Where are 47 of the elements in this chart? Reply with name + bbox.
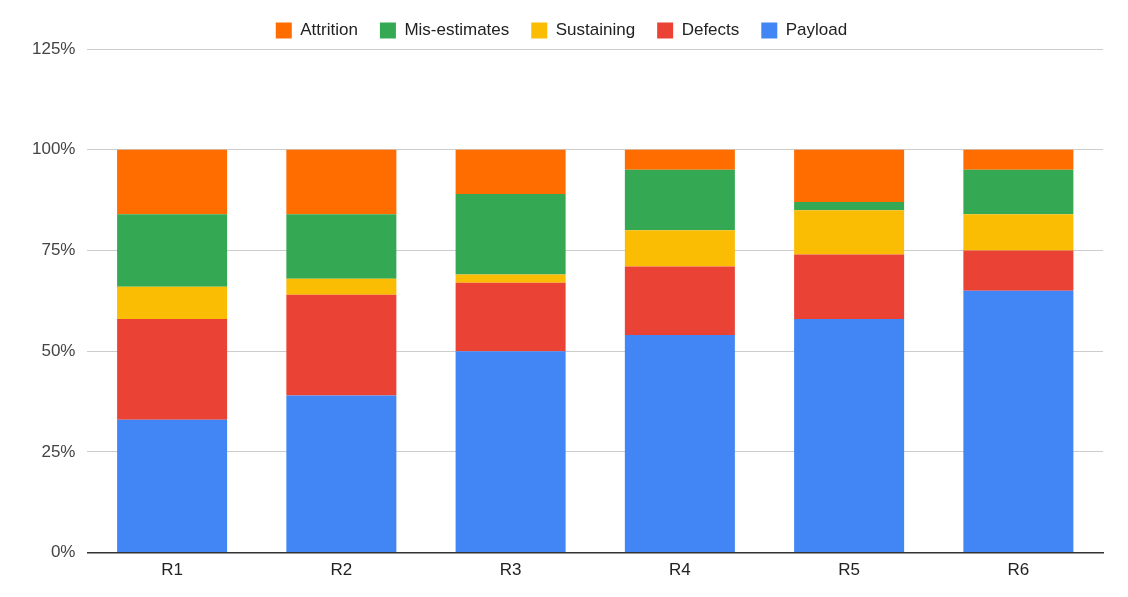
bar <box>455 282 566 352</box>
legend-label: Attrition <box>300 20 358 40</box>
bar <box>794 254 905 319</box>
bar <box>117 214 228 287</box>
bar <box>963 214 1074 251</box>
bar <box>624 266 735 336</box>
bar <box>286 214 397 279</box>
bar <box>117 149 228 215</box>
bar <box>455 351 566 553</box>
bar <box>455 149 566 195</box>
x-tick-label: R4 <box>669 560 691 580</box>
x-tick-label: R1 <box>161 560 183 580</box>
bar <box>286 395 397 553</box>
x-tick-label: R2 <box>330 560 353 580</box>
bar <box>286 149 397 215</box>
bar <box>117 419 228 553</box>
y-tick-label: 50% <box>41 340 76 360</box>
x-tick-label: R5 <box>838 560 860 580</box>
bar <box>455 194 566 275</box>
bar <box>794 318 905 553</box>
bar <box>286 294 397 396</box>
y-tick-label: 100% <box>32 139 76 159</box>
bar <box>963 169 1074 215</box>
x-tick-label: R3 <box>499 560 522 580</box>
bar <box>794 210 905 255</box>
bar <box>117 286 228 319</box>
bar <box>794 149 905 203</box>
bar <box>455 274 566 283</box>
bar <box>286 278 397 295</box>
y-tick-label: 25% <box>41 441 76 461</box>
legend-label: Mis-estimates <box>404 20 510 40</box>
y-tick-label: 0% <box>50 542 76 562</box>
bar <box>117 318 228 420</box>
legend-label: Sustaining <box>555 20 636 40</box>
x-tick-label: R6 <box>1007 560 1030 580</box>
bar <box>963 250 1074 291</box>
legend-label: Defects <box>681 20 740 40</box>
bar <box>794 202 905 211</box>
bar <box>624 335 735 553</box>
bar <box>963 149 1074 170</box>
bar <box>624 149 735 170</box>
bar <box>963 290 1074 553</box>
legend-label: Payload <box>785 20 848 40</box>
y-tick-label: 75% <box>41 240 76 260</box>
bar <box>624 230 735 267</box>
y-tick-label: 125% <box>32 38 76 58</box>
bar <box>624 169 735 231</box>
